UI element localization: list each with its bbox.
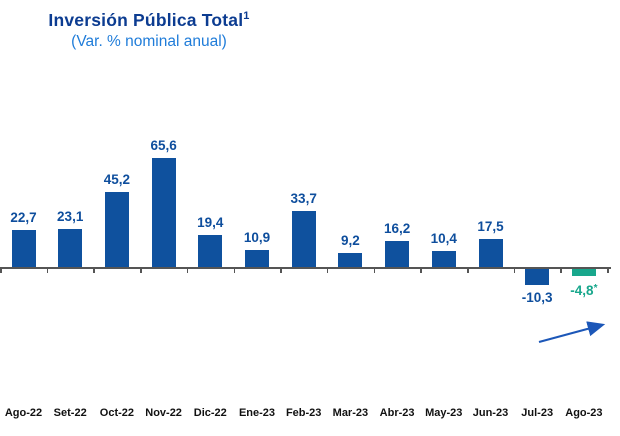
x-label-Abr-23: Abr-23 <box>379 407 415 419</box>
axis-tick <box>467 269 469 273</box>
value-label-Abr-23: 16,2 <box>383 221 411 236</box>
value-label-Feb-23: 33,7 <box>290 191 317 206</box>
axis-tick <box>420 269 422 273</box>
axis-tick <box>233 269 235 273</box>
bar-Abr-23 <box>385 241 410 268</box>
axis-tick <box>0 269 2 273</box>
x-label-Feb-23: Feb-23 <box>285 407 322 419</box>
x-label-Ago-22: Ago-22 <box>4 407 43 419</box>
bar-Set-22 <box>58 229 83 268</box>
x-axis-line <box>0 267 611 269</box>
x-label-Jun-23: Jun-23 <box>472 407 509 419</box>
bar-Ene-23 <box>245 250 269 268</box>
axis-tick <box>46 269 49 273</box>
x-label-Ene-23: Ene-23 <box>238 407 276 419</box>
bar-May-23 <box>431 251 456 268</box>
bar-Jul-23 <box>525 268 550 285</box>
x-label-Dic-22: Dic-22 <box>193 407 227 419</box>
axis-tick <box>560 269 562 273</box>
bar-Dic-22 <box>198 235 223 268</box>
value-label-Ago-22: 22,7 <box>10 210 37 225</box>
bar-Ago-23 <box>571 268 596 276</box>
axis-tick <box>140 269 142 273</box>
axis-tick <box>280 269 282 273</box>
chart-subtitle: (Var. % nominal anual) <box>71 32 227 50</box>
value-label-Oct-22: 45,2 <box>103 172 131 187</box>
x-label-Jul-23: Jul-23 <box>521 407 554 419</box>
bar-Ago-22 <box>11 230 36 268</box>
chart-title: Inversión Pública Total1 <box>26 5 272 31</box>
asterisk-marker: * <box>593 283 598 294</box>
axis-tick <box>607 269 609 273</box>
chart-header: Inversión Pública Total1 (Var. % nominal… <box>26 5 272 52</box>
x-label-May-23: May-23 <box>425 407 463 419</box>
value-label-Dic-22: 19,4 <box>197 215 224 230</box>
axis-tick <box>93 269 95 273</box>
bar-Jun-23 <box>478 239 503 268</box>
axis-tick <box>373 269 376 273</box>
value-label-Nov-22: 65,6 <box>150 138 177 153</box>
x-label-Set-22: Set-22 <box>53 407 87 419</box>
value-label-Ene-23: 10,9 <box>243 230 271 245</box>
value-label-Ago-23: -4,8* <box>570 283 598 298</box>
trend-arrow-icon <box>538 321 606 344</box>
chart-title-footnote-marker: 1 <box>243 10 250 22</box>
value-label-Mar-23: 9,2 <box>341 233 360 248</box>
chart-title-text: Inversión Pública Total <box>48 9 244 30</box>
bar-Feb-23 <box>291 211 316 268</box>
axis-tick <box>326 269 329 273</box>
value-label-Jul-23: -10,3 <box>521 290 553 305</box>
axis-tick <box>513 269 516 273</box>
x-label-Ago-23: Ago-23 <box>565 407 603 419</box>
bar-Nov-22 <box>151 158 176 268</box>
value-label-May-23: 10,4 <box>430 231 457 246</box>
x-label-Mar-23: Mar-23 <box>332 407 369 419</box>
bar-Mar-23 <box>338 253 363 268</box>
axis-tick <box>186 269 189 273</box>
value-label-Set-22: 23,1 <box>57 209 84 224</box>
x-label-Oct-22: Oct-22 <box>99 407 135 419</box>
value-label-Jun-23: 17,5 <box>477 219 504 234</box>
x-label-Nov-22: Nov-22 <box>145 407 182 419</box>
bar-Oct-22 <box>104 192 129 268</box>
